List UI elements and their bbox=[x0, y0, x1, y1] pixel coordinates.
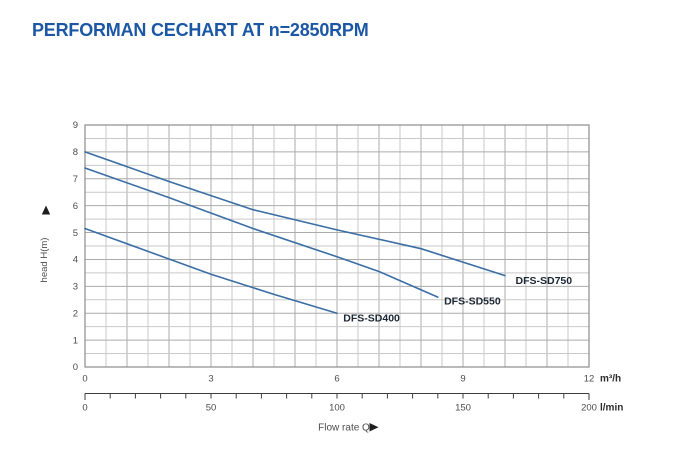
y-tick-label: 1 bbox=[73, 335, 78, 346]
x-tick-label-lmin: 0 bbox=[82, 403, 87, 414]
y-tick-label: 0 bbox=[73, 362, 78, 373]
x-tick-label-lmin: 150 bbox=[455, 403, 471, 414]
series-line-DFS-SD400 bbox=[84, 227, 338, 315]
y-axis-title: head H(m) bbox=[39, 238, 50, 283]
series-label-DFS-SD400: DFS-SD400 bbox=[343, 312, 400, 324]
series-label-DFS-SD550: DFS-SD550 bbox=[444, 296, 501, 308]
y-tick-label: 4 bbox=[73, 255, 78, 266]
x-tick-label-m3h: 0 bbox=[82, 374, 87, 385]
x-axis-unit-lmin: l/min bbox=[600, 403, 623, 414]
chart-title: PERFORMAN CECHART AT n=2850RPM bbox=[32, 20, 369, 40]
x-tick-label-m3h: 9 bbox=[460, 374, 465, 385]
series-label-DFS-SD750: DFS-SD750 bbox=[516, 275, 573, 287]
plot-grid bbox=[85, 125, 589, 367]
y-tick-label: 7 bbox=[73, 174, 78, 185]
y-tick-label: 2 bbox=[73, 308, 78, 319]
x-axis-secondary: 0 50 100 150 200 l/min bbox=[82, 393, 623, 414]
y-axis-ticks: 0 1 2 3 4 5 6 7 8 9 bbox=[73, 120, 78, 373]
x-tick-label-m3h: 6 bbox=[334, 374, 339, 385]
x-axis-unit-m3h: m³/h bbox=[600, 374, 621, 385]
x-tick-label-m3h: 12 bbox=[584, 374, 595, 385]
series-line-DFS-SD550 bbox=[84, 167, 439, 298]
y-tick-label: 6 bbox=[73, 201, 78, 212]
series-line-DFS-SD750 bbox=[84, 151, 506, 277]
x-axis-primary: 0 3 6 9 12 m³/h bbox=[82, 374, 621, 385]
x-tick-label-lmin: 100 bbox=[329, 403, 345, 414]
arrow-up-icon bbox=[41, 205, 51, 215]
x-tick-label-lmin: 50 bbox=[206, 403, 217, 414]
arrow-right-icon bbox=[369, 423, 379, 432]
x-axis-title: Flow rate Q bbox=[318, 423, 370, 434]
y-tick-label: 5 bbox=[73, 228, 78, 239]
y-tick-label: 3 bbox=[73, 282, 78, 293]
y-tick-label: 9 bbox=[73, 120, 78, 131]
x-tick-label-lmin: 200 bbox=[581, 403, 597, 414]
plot-border bbox=[84, 124, 590, 368]
x-tick-label-m3h: 3 bbox=[208, 374, 213, 385]
y-tick-label: 8 bbox=[73, 147, 78, 158]
